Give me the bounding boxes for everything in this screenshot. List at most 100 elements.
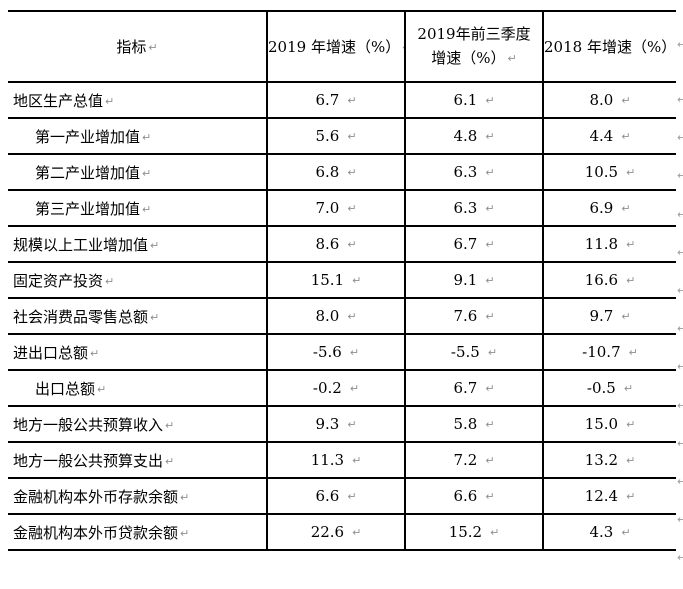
value-2018-cell: -0.5 ↵	[542, 370, 676, 407]
value-2019: -5.6	[312, 343, 342, 361]
table-row: 金融机构本外币存款余额 ↵ 6.6 ↵ 6.6 ↵ 12.4 ↵	[8, 478, 676, 515]
indicator-cell: 规模以上工业增加值 ↵	[8, 226, 267, 263]
table-row: 第一产业增加值 ↵ 5.6 ↵ 4.8 ↵ 4.4 ↵	[8, 118, 676, 155]
paragraph-mark-icon: ↵	[97, 382, 107, 396]
indicator-label: 地方一般公共预算支出	[13, 451, 164, 470]
indicator-cell: 地区生产总值 ↵	[8, 82, 267, 119]
indicator-label: 固定资产投资	[13, 271, 104, 290]
indicator-cell: 固定资产投资 ↵	[8, 262, 267, 299]
value-2019-cell: 8.0 ↵	[266, 298, 405, 335]
indicator-cell: 金融机构本外币存款余额 ↵	[8, 478, 267, 515]
paragraph-mark-icon: ↵	[347, 166, 357, 179]
paragraph-mark-icon: ↵	[352, 274, 362, 287]
paragraph-mark-icon: ↵	[148, 41, 158, 54]
paragraph-mark-icon: ↵	[142, 202, 152, 216]
value-2019-q1-3-cell: -5.5 ↵	[404, 334, 543, 371]
value-2019-q1-3: 6.7	[453, 235, 478, 253]
value-2019-q1-3-cell: 7.6 ↵	[404, 298, 543, 335]
value-2018: 10.5	[584, 163, 619, 181]
value-2019-cell: -0.2 ↵	[266, 370, 405, 407]
indicator-cell: 进出口总额 ↵	[8, 334, 267, 371]
value-2018: 6.9	[589, 199, 614, 217]
paragraph-mark-icon: ↵	[485, 310, 495, 323]
column-header-2019-growth: 2019 年增速（%）↵	[266, 11, 405, 83]
value-2019-cell: -5.6 ↵	[266, 334, 405, 371]
paragraph-mark-icon: ↵	[626, 454, 636, 467]
end-of-row-mark-icon: ↵	[677, 208, 683, 221]
value-2019-q1-3: 7.2	[453, 451, 478, 469]
paragraph-mark-icon: ↵	[142, 130, 152, 144]
paragraph-mark-icon: ↵	[621, 526, 631, 539]
table-row: 出口总额 ↵ -0.2 ↵ 6.7 ↵ -0.5 ↵	[8, 370, 676, 407]
indicator-cell: 地方一般公共预算支出 ↵	[8, 442, 267, 479]
statistics-table: 指标↵ 2019 年增速（%）↵ 2019年前三季度 增速（%）↵ 2018 年…	[8, 10, 676, 551]
value-2019-q1-3: 6.3	[453, 199, 478, 217]
column-header-indicator: 指标 ↵	[8, 11, 267, 83]
paragraph-mark-icon: ↵	[623, 382, 634, 395]
end-of-row-mark-icon: ↵	[677, 551, 683, 564]
end-of-row-mark-icon: ↵	[677, 513, 683, 526]
value-2019-q1-3-cell: 6.6 ↵	[404, 478, 543, 515]
table-row: 地方一般公共预算支出 ↵ 11.3 ↵ 7.2 ↵ 13.2 ↵	[8, 442, 676, 479]
paragraph-mark-icon: ↵	[485, 274, 495, 287]
value-2018: -10.7	[582, 343, 621, 361]
indicator-cell: 第二产业增加值 ↵	[8, 154, 267, 191]
paragraph-mark-icon: ↵	[485, 166, 495, 179]
end-of-row-mark-icon: ↵	[677, 93, 683, 106]
value-2019-q1-3: 7.6	[453, 307, 478, 325]
header-2019-growth-label: 2019 年增速（%）	[268, 38, 401, 56]
value-2018-cell: 10.5 ↵	[542, 154, 676, 191]
value-2018-cell: 11.8 ↵	[542, 226, 676, 263]
value-2018-cell: 12.4 ↵	[542, 478, 676, 515]
value-2018: 11.8	[584, 235, 619, 253]
paragraph-mark-icon: ↵	[487, 346, 498, 359]
value-2018-cell: 4.3 ↵	[542, 514, 676, 551]
paragraph-mark-icon: ↵	[180, 526, 190, 540]
paragraph-mark-icon: ↵	[347, 238, 357, 251]
value-2019-cell: 7.0 ↵	[266, 190, 405, 227]
value-2019-q1-3-cell: 6.7 ↵	[404, 370, 543, 407]
paragraph-mark-icon: ↵	[621, 130, 631, 143]
value-2018-cell: 16.6 ↵	[542, 262, 676, 299]
value-2018-cell: 4.4 ↵	[542, 118, 676, 155]
table-row: 第二产业增加值 ↵ 6.8 ↵ 6.3 ↵ 10.5 ↵	[8, 154, 676, 191]
paragraph-mark-icon: ↵	[347, 202, 357, 215]
indicator-label: 第一产业增加值	[35, 127, 141, 146]
paragraph-mark-icon: ↵	[626, 274, 636, 287]
paragraph-mark-icon: ↵	[352, 454, 362, 467]
end-of-row-mark-icon: ↵	[677, 322, 683, 335]
paragraph-mark-icon: ↵	[90, 346, 100, 360]
paragraph-mark-icon: ↵	[165, 418, 175, 432]
value-2019-q1-3: 9.1	[453, 271, 478, 289]
value-2019-q1-3-cell: 9.1 ↵	[404, 262, 543, 299]
indicator-cell: 出口总额 ↵	[8, 370, 267, 407]
column-header-2019-q1-3-growth: 2019年前三季度 增速（%） ↵	[404, 11, 543, 83]
value-2019-cell: 6.7 ↵	[266, 82, 405, 119]
value-2019: 5.6	[315, 127, 340, 145]
value-2019-cell: 22.6 ↵	[266, 514, 405, 551]
value-2019-q1-3: 15.2	[448, 523, 483, 541]
indicator-label: 出口总额	[35, 379, 96, 398]
indicator-cell: 金融机构本外币贷款余额 ↵	[8, 514, 267, 551]
value-2019-cell: 9.3 ↵	[266, 406, 405, 443]
header-indicator-label: 指标	[116, 38, 147, 56]
value-2019: 7.0	[315, 199, 340, 217]
paragraph-mark-icon: ↵	[485, 454, 495, 467]
indicator-label: 金融机构本外币贷款余额	[13, 523, 179, 542]
value-2019-q1-3: 4.8	[453, 127, 478, 145]
paragraph-mark-icon: ↵	[180, 490, 190, 504]
end-of-row-mark-icon: ↵	[677, 169, 683, 182]
value-2019-q1-3: 5.8	[453, 415, 478, 433]
paragraph-mark-icon: ↵	[105, 274, 115, 288]
header-2018-growth-label: 2018 年增速（%）	[544, 38, 676, 56]
header-2019-q1-3-line2-wrap: 增速（%） ↵	[407, 46, 542, 72]
paragraph-mark-icon: ↵	[485, 202, 495, 215]
value-2019-q1-3: 6.1	[453, 91, 478, 109]
value-2019-q1-3-cell: 6.3 ↵	[404, 190, 543, 227]
indicator-label: 第二产业增加值	[35, 163, 141, 182]
value-2019-q1-3-cell: 7.2 ↵	[404, 442, 543, 479]
indicator-label: 社会消费品零售总额	[13, 307, 149, 326]
header-2019-q1-3-line1: 2019年前三季度	[417, 24, 531, 43]
value-2018-cell: 13.2 ↵	[542, 442, 676, 479]
indicator-label: 规模以上工业增加值	[13, 235, 149, 254]
